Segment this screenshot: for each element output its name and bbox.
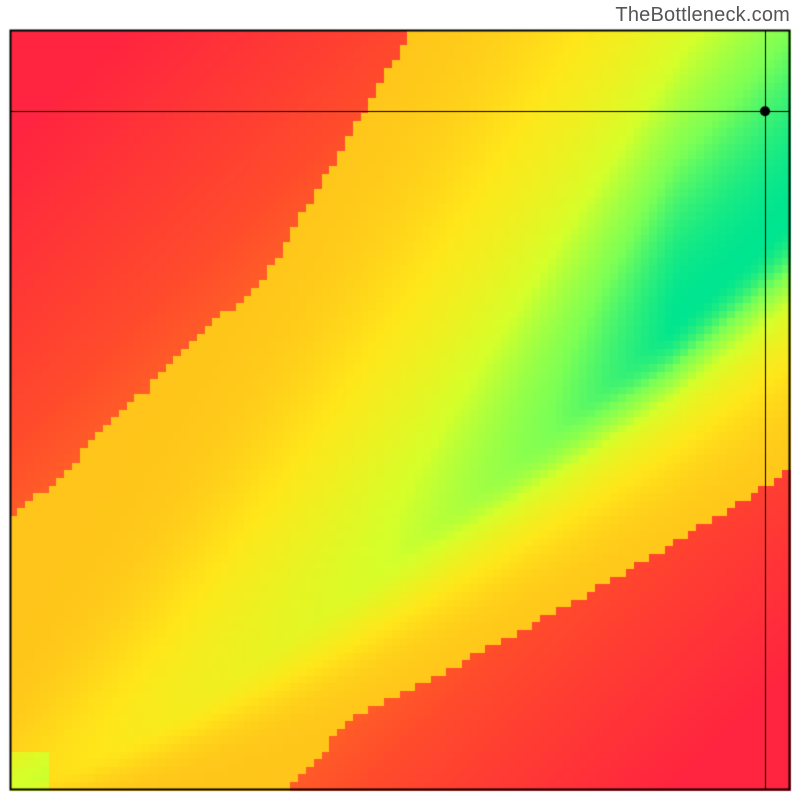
watermark-text: TheBottleneck.com [615,4,790,27]
bottleneck-heatmap [0,0,800,800]
